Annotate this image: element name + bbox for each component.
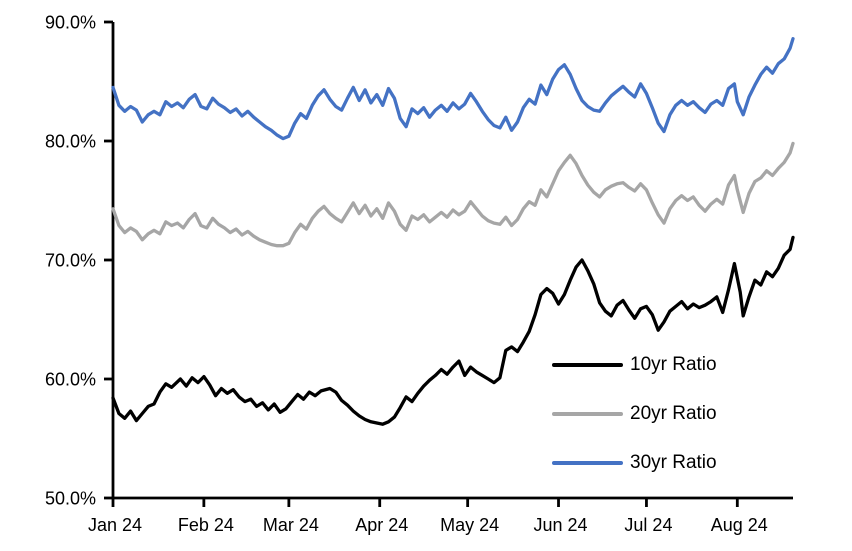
legend-swatch-30yr <box>552 460 623 465</box>
x-tick-label: Feb 24 <box>178 515 234 535</box>
legend-item-10yr: 10yr Ratio <box>552 340 717 389</box>
legend-label-30yr: 30yr Ratio <box>630 451 717 473</box>
y-tick-label: 60.0% <box>45 370 96 390</box>
legend-swatch-10yr <box>552 362 623 367</box>
y-tick-label: 50.0% <box>45 489 96 509</box>
y-tick-label: 80.0% <box>45 132 96 152</box>
x-tick-label: Jan 24 <box>88 515 142 535</box>
legend-label-20yr: 20yr Ratio <box>630 402 717 424</box>
y-tick-label: 70.0% <box>45 251 96 271</box>
x-tick-label: May 24 <box>440 515 499 535</box>
series-line-30yr <box>111 37 795 141</box>
legend: 10yr Ratio 20yr Ratio 30yr Ratio <box>552 340 717 487</box>
x-tick-label: Jul 24 <box>624 515 672 535</box>
x-tick-label: Jun 24 <box>533 515 587 535</box>
x-tick-label: Mar 24 <box>263 515 319 535</box>
x-tick-label: Apr 24 <box>355 515 408 535</box>
series-line-10yr <box>111 235 795 426</box>
x-tick-label: Aug 24 <box>711 515 768 535</box>
legend-label-10yr: 10yr Ratio <box>630 353 717 375</box>
legend-swatch-20yr <box>552 411 623 416</box>
legend-item-30yr: 30yr Ratio <box>552 438 717 487</box>
series-line-20yr <box>111 141 795 248</box>
y-tick-label: 90.0% <box>45 13 96 33</box>
legend-item-20yr: 20yr Ratio <box>552 389 717 438</box>
